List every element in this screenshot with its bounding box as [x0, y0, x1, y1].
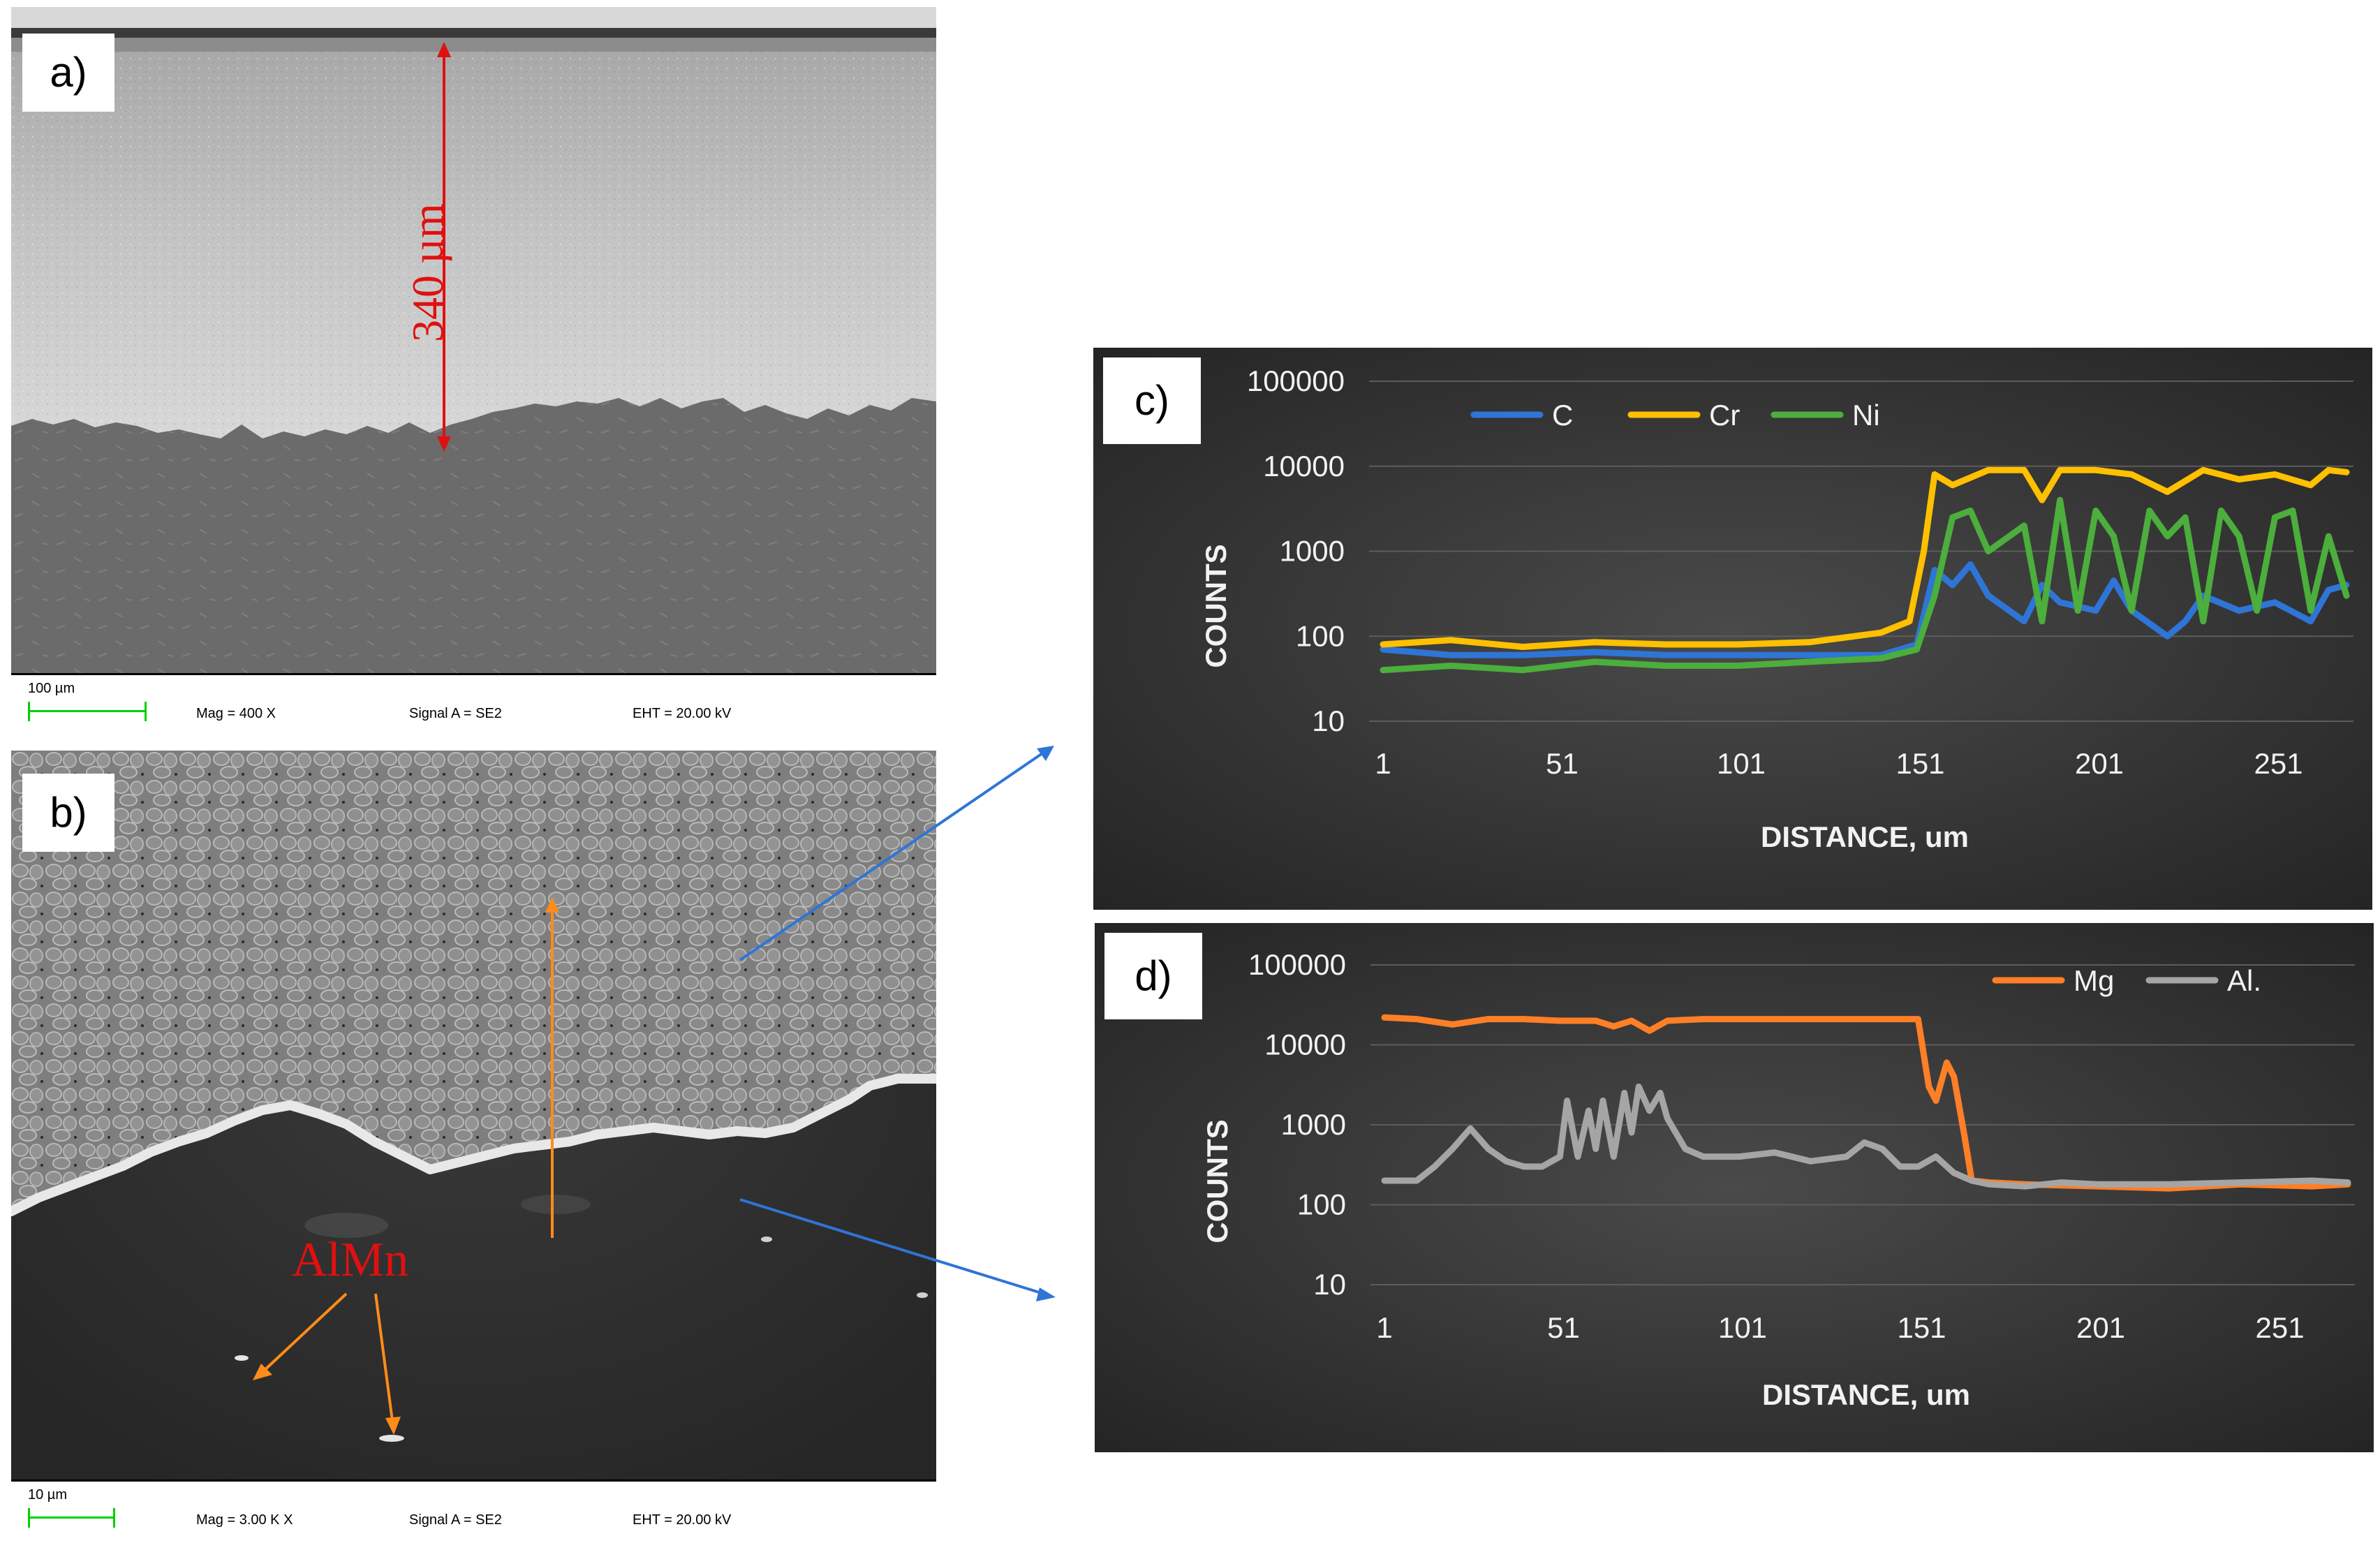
chart-c: 10 100 1000 10000 100000 1 51 101 151 201 251 DISTA…	[1093, 348, 2372, 910]
x-tick-label: 201	[2075, 747, 2124, 780]
legend-label: Cr	[1709, 399, 1740, 431]
x-tick-label: 101	[1717, 747, 1766, 780]
x-tick-label: 251	[2254, 747, 2303, 780]
chart-d: 10 100 1000 10000 100000 1 51 101 151 201 251 DISTA…	[1095, 923, 2374, 1452]
thickness-label: 340 µm	[403, 203, 452, 342]
y-tick-label: 1000	[1281, 1108, 1346, 1141]
sem-image-a: 340 µm 100 µm Mag = 400 X Signal A = SE2…	[11, 7, 936, 737]
legend-label: Ni	[1852, 399, 1880, 431]
y-axis-label: COUNTS	[1199, 544, 1232, 667]
y-tick-label: 1000	[1280, 535, 1345, 568]
x-axis-label: DISTANCE, um	[1762, 1378, 1970, 1411]
series-line-al	[1381, 1083, 2351, 1190]
sem-micrograph-a	[11, 7, 936, 675]
x-tick-label: 101	[1718, 1311, 1767, 1344]
y-tick-label: 100	[1296, 619, 1345, 652]
line-scan-arrow	[545, 897, 559, 1238]
phase-label-almn: AlMn	[292, 1233, 409, 1287]
series-line-cr	[1380, 466, 2350, 650]
panel-label-a: a)	[22, 34, 114, 112]
legend-label: Al.	[2227, 964, 2261, 997]
sem-databar-b: 10 µm Mag = 3.00 K X Signal A = SE2 EHT …	[11, 1479, 936, 1543]
x-tick-label: 1	[1376, 1311, 1392, 1344]
x-tick-label: 1	[1375, 747, 1391, 780]
panel-label-d: d)	[1104, 933, 1202, 1019]
x-tick-label: 151	[1895, 747, 1944, 780]
y-tick-label: 100000	[1248, 948, 1346, 981]
x-tick-label: 251	[2255, 1311, 2304, 1344]
panel-label-c: c)	[1103, 357, 1201, 444]
scale-bar	[28, 710, 147, 712]
mag-field: Mag = 3.00 K X	[196, 1512, 293, 1528]
mag-field: Mag = 400 X	[196, 706, 276, 721]
sem-image-b: AlMn 10 µm Mag = 3.00 K X Signal A = SE2…	[11, 751, 936, 1543]
x-tick-label: 51	[1547, 1311, 1580, 1344]
x-tick-label: 201	[2076, 1311, 2125, 1344]
y-tick-label: 10000	[1263, 450, 1345, 482]
y-tick-label: 10	[1312, 704, 1345, 737]
y-tick-label: 100	[1297, 1188, 1346, 1221]
series-line-ni	[1380, 496, 2350, 674]
signal-field: Signal A = SE2	[409, 1512, 502, 1528]
sem-micrograph-b	[11, 751, 936, 1482]
legend-label: C	[1552, 399, 1573, 431]
scale-bar-label: 100 µm	[28, 681, 75, 696]
y-axis-label: COUNTS	[1201, 1119, 1234, 1243]
y-tick-label: 100000	[1247, 364, 1345, 397]
x-tick-label: 151	[1897, 1311, 1946, 1344]
panel-label-b: b)	[22, 774, 114, 852]
series-line-c	[1380, 561, 2350, 658]
eht-field: EHT = 20.00 kV	[633, 1512, 732, 1528]
x-axis-label: DISTANCE, um	[1761, 820, 1969, 853]
connector-arrows	[739, 746, 1056, 1301]
sem-databar-a: 100 µm Mag = 400 X Signal A = SE2 EHT = …	[11, 673, 936, 737]
y-tick-label: 10	[1313, 1268, 1346, 1301]
signal-field: Signal A = SE2	[409, 706, 502, 721]
thickness-arrow	[437, 42, 451, 452]
eht-field: EHT = 20.00 kV	[633, 706, 732, 721]
scale-bar-label: 10 µm	[28, 1487, 67, 1503]
scale-bar	[28, 1516, 115, 1519]
y-tick-label: 10000	[1264, 1028, 1346, 1061]
x-tick-label: 51	[1546, 747, 1579, 780]
legend-label: Mg	[2074, 964, 2114, 997]
almn-pointer-arrows	[253, 1292, 401, 1435]
